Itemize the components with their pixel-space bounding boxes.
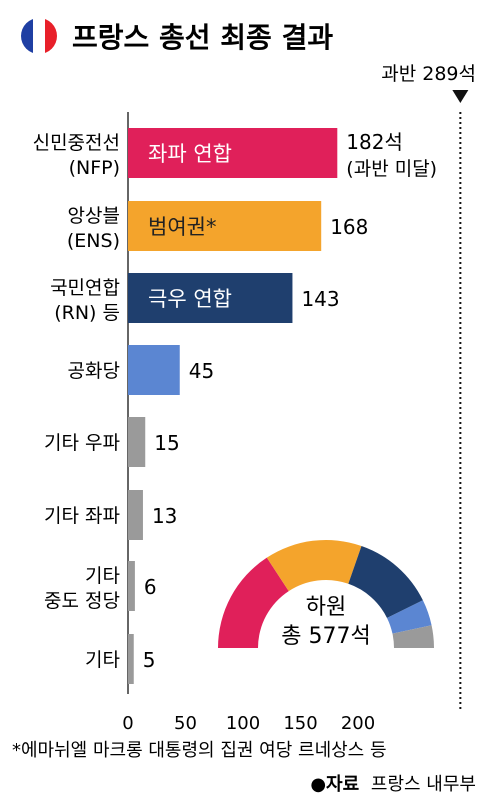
footnote: *에마뉘엘 마크롱 대통령의 집권 여당 르네상스 등 bbox=[12, 740, 387, 761]
x-tick-label: 0 bbox=[122, 713, 133, 734]
bar-inner-label: 좌파 연합 bbox=[148, 142, 232, 166]
x-tick-label: 50 bbox=[174, 713, 197, 734]
bar bbox=[128, 273, 293, 323]
bar bbox=[128, 128, 338, 178]
category-label: 앙상블 bbox=[68, 205, 120, 227]
category-label: 기타 bbox=[85, 649, 120, 671]
value-label: 45 bbox=[189, 359, 214, 383]
source-prefix: ●자료 bbox=[310, 774, 359, 795]
semicircle-segment bbox=[266, 540, 362, 592]
bar bbox=[128, 561, 135, 611]
category-label: 신민중전선 bbox=[33, 132, 120, 154]
value-label: 5 bbox=[143, 648, 156, 672]
source-name: 프랑스 내무부 bbox=[371, 774, 476, 795]
value-label: 182석 bbox=[346, 130, 403, 154]
bar bbox=[128, 417, 146, 467]
category-label: 기타 bbox=[85, 565, 120, 587]
value-label: 15 bbox=[154, 431, 179, 455]
source-line: ●자료 프랑스 내무부 bbox=[310, 774, 476, 795]
category-label: 국민연합 bbox=[50, 277, 120, 299]
category-label-line2: (ENS) bbox=[67, 230, 120, 252]
majority-line bbox=[452, 90, 469, 712]
x-tick-label: 100 bbox=[226, 713, 260, 734]
x-tick-label: 150 bbox=[283, 713, 317, 734]
bar-inner-label: 극우 연합 bbox=[148, 287, 232, 311]
french-flag-icon bbox=[21, 18, 57, 54]
chart-title: 프랑스 총선 최종 결과 bbox=[72, 21, 333, 54]
semicircle-segment bbox=[348, 545, 423, 618]
x-tick-label: 200 bbox=[341, 713, 375, 734]
bar bbox=[128, 634, 134, 684]
bar bbox=[128, 490, 143, 540]
bar-inner-label: 범여권* bbox=[148, 215, 216, 239]
semicircle-label: 하원 bbox=[306, 595, 346, 620]
category-label: 기타 우파 bbox=[44, 432, 120, 454]
category-label: 기타 좌파 bbox=[44, 505, 120, 527]
category-label-line2: (RN) 등 bbox=[54, 302, 120, 324]
semicircle-segment bbox=[392, 625, 434, 648]
category-label-line2: (NFP) bbox=[69, 157, 120, 179]
semicircle-segment bbox=[387, 600, 432, 634]
bar bbox=[128, 345, 180, 395]
majority-marker-icon bbox=[452, 90, 469, 103]
bars: 신민중전선 (NFP) 좌파 연합 182석 (과반 미달) 앙상블 (ENS) 범여권* 16… bbox=[33, 128, 437, 684]
value-label: 6 bbox=[144, 575, 157, 599]
semicircle-segment bbox=[218, 557, 289, 648]
category-label-line2: 중도 정당 bbox=[44, 590, 120, 612]
bar bbox=[128, 201, 322, 251]
parliament-semicircle: 하원총 577석 bbox=[218, 540, 434, 649]
value-label: 143 bbox=[301, 287, 339, 311]
value-label: 168 bbox=[330, 215, 368, 239]
category-label: 공화당 bbox=[68, 360, 120, 382]
value-label: 13 bbox=[152, 504, 177, 528]
semicircle-total: 총 577석 bbox=[281, 624, 370, 649]
majority-label: 과반 289석 bbox=[381, 63, 476, 85]
value-sublabel: (과반 미달) bbox=[346, 158, 437, 180]
